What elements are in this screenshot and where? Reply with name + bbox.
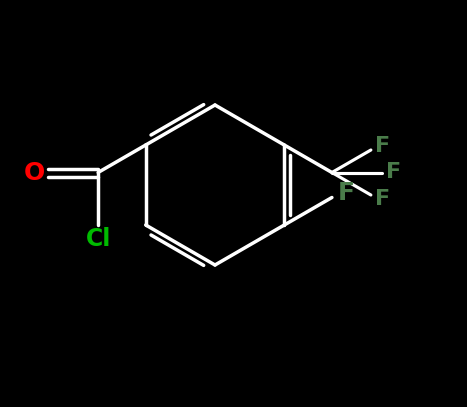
Text: F: F bbox=[338, 180, 354, 204]
Text: Cl: Cl bbox=[85, 227, 111, 250]
Text: F: F bbox=[375, 189, 390, 209]
Text: F: F bbox=[375, 136, 390, 156]
Text: O: O bbox=[23, 160, 45, 184]
Text: F: F bbox=[386, 162, 402, 182]
